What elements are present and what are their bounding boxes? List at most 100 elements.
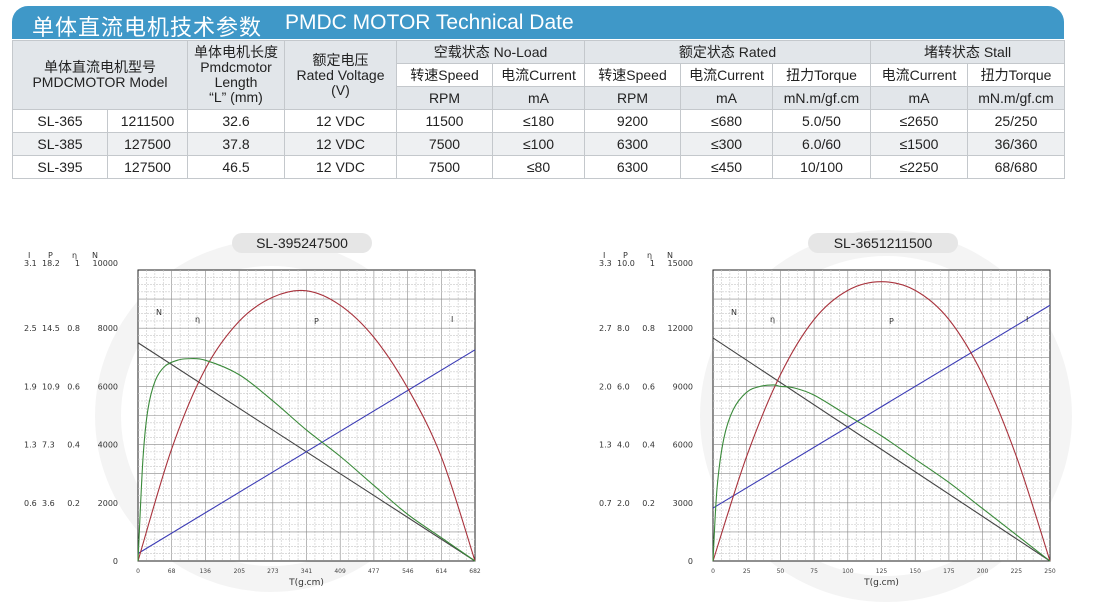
- table-cell: 6300: [584, 132, 681, 156]
- y-tick-label-p: 14.5: [42, 324, 60, 333]
- header-voltage-en: Rated Voltage: [296, 66, 385, 83]
- table-cell: ≤100: [492, 132, 585, 156]
- table-cell: 12 VDC: [284, 155, 397, 179]
- series-line-eta: [137, 357, 476, 562]
- y-tick-label-n: 15000: [668, 259, 693, 268]
- table-cell: 10/100: [772, 155, 871, 179]
- x-tick-label: 409: [334, 568, 346, 575]
- x-tick-label: 341: [301, 568, 313, 575]
- header-model-en: PMDCMOTOR Model: [32, 74, 168, 90]
- y-tick-label-eta: 0.6: [642, 382, 655, 391]
- header-model: 单体直流电机型号 PMDCMOTOR Model: [12, 40, 188, 110]
- table-cell: ≤2650: [870, 109, 968, 133]
- x-tick-label: 68: [168, 568, 176, 575]
- y-tick-label-eta: 0.2: [67, 499, 80, 508]
- axis-header-i: I: [603, 251, 605, 260]
- header-length-en2: Length: [214, 74, 258, 90]
- table-cell: SL-385: [12, 132, 108, 156]
- table-cell: 36/360: [967, 132, 1065, 156]
- subheader-current: 电流Current: [492, 63, 585, 87]
- subheader-torque: 扭力Torque: [967, 63, 1065, 87]
- x-axis-label: T(g.cm): [863, 578, 899, 588]
- table-cell: 12 VDC: [284, 132, 397, 156]
- table-cell: 25/250: [967, 109, 1065, 133]
- subheader-current: 电流Current: [870, 63, 968, 87]
- y-tick-label-n: 10000: [93, 259, 118, 268]
- series-label-eta: η: [195, 315, 200, 324]
- table-row: SL-365 1211500 32.6 12 VDC 11500 ≤180 92…: [12, 109, 1065, 133]
- table-cell: 37.8: [187, 132, 285, 156]
- table-cell: 7500: [396, 155, 493, 179]
- y-tick-label-n: 2000: [98, 499, 118, 508]
- table-cell: 11500: [396, 109, 493, 133]
- y-tick-label-i: 3.3: [599, 259, 612, 268]
- table-cell: 127500: [107, 155, 188, 179]
- series-label-eta: η: [770, 315, 775, 324]
- x-tick-label: 150: [909, 568, 921, 575]
- y-tick-label-i: 1.3: [24, 441, 37, 450]
- series-line-eta: [712, 384, 1051, 562]
- table-cell: 46.5: [187, 155, 285, 179]
- x-tick-label: 0: [136, 568, 140, 575]
- x-tick-label: 205: [234, 568, 246, 575]
- axis-header-n: N: [667, 251, 673, 260]
- y-tick-label-i: 2.5: [24, 324, 37, 333]
- header-stall: 堵转状态 Stall: [870, 40, 1065, 64]
- axis-header-i: I: [28, 251, 30, 260]
- series-line-p: [137, 289, 476, 562]
- series-label-n: N: [731, 308, 737, 317]
- y-tick-label-n: 6000: [673, 441, 693, 450]
- header-model-cn: 单体直流电机型号: [44, 59, 156, 75]
- y-tick-label-eta: 0.4: [642, 441, 655, 450]
- y-tick-label-n: 8000: [98, 324, 118, 333]
- x-axis-label: T(g.cm): [288, 578, 324, 588]
- x-tick-label: 546: [402, 568, 414, 575]
- series-line-i: [712, 304, 1051, 509]
- chart-title-left: SL-395247500: [232, 233, 372, 253]
- unit-rpm: RPM: [396, 86, 493, 110]
- y-tick-label-i: 2.7: [599, 324, 612, 333]
- x-tick-label: 136: [199, 568, 211, 575]
- table-cell: 32.6: [187, 109, 285, 133]
- x-tick-label: 0: [711, 568, 715, 575]
- unit-ma: mA: [680, 86, 773, 110]
- table-cell: 6.0/60: [772, 132, 871, 156]
- y-tick-label-p: 18.2: [42, 259, 60, 268]
- table-cell: ≤680: [680, 109, 773, 133]
- unit-torque: mN.m/gf.cm: [967, 86, 1065, 110]
- x-tick-label: 125: [876, 568, 888, 575]
- series-line-i: [137, 349, 476, 554]
- y-tick-label-eta: 0.2: [642, 499, 655, 508]
- title-cn: 单体直流电机技术参数: [32, 16, 263, 41]
- series-line-p: [712, 281, 1051, 562]
- unit-ma: mA: [492, 86, 585, 110]
- x-tick-label: 614: [436, 568, 448, 575]
- table-cell: ≤1500: [870, 132, 968, 156]
- axis-header-eta: η: [647, 251, 652, 260]
- unit-ma: mA: [870, 86, 968, 110]
- y-tick-label-p: 8.0: [617, 324, 630, 333]
- axis-header-eta: η: [72, 251, 77, 260]
- x-tick-label: 175: [943, 568, 955, 575]
- x-tick-label: 100: [842, 568, 854, 575]
- x-tick-label: 250: [1044, 568, 1056, 575]
- header-voltage-unit: (V): [331, 81, 350, 98]
- y-tick-label-p: 3.6: [42, 499, 55, 508]
- table-cell: 127500: [107, 132, 188, 156]
- axis-header-p: P: [623, 251, 628, 260]
- axis-header-p: P: [48, 251, 53, 260]
- table-cell: 1211500: [107, 109, 188, 133]
- series-label-n: N: [156, 308, 162, 317]
- table-row: SL-385 127500 37.8 12 VDC 7500 ≤100 6300…: [12, 132, 1065, 156]
- table-cell: 68/680: [967, 155, 1065, 179]
- series-label-p: P: [314, 317, 319, 326]
- x-tick-label: 75: [810, 568, 818, 575]
- y-tick-label-eta: 0.8: [67, 324, 80, 333]
- table-cell: ≤180: [492, 109, 585, 133]
- y-tick-label-eta: 0.8: [642, 324, 655, 333]
- subheader-current: 电流Current: [680, 63, 773, 87]
- subheader-speed: 转速Speed: [584, 63, 681, 87]
- y-tick-label-eta: 1: [75, 259, 80, 268]
- subheader-torque: 扭力Torque: [772, 63, 871, 87]
